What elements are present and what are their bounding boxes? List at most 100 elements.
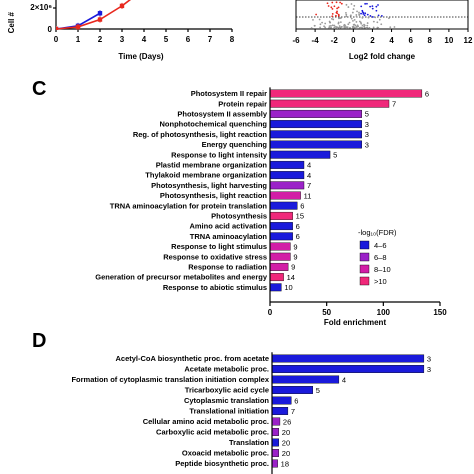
- bar-4: [269, 120, 363, 129]
- panel-b-point: [352, 19, 354, 22]
- panel-b-xtick-label: 4: [389, 36, 394, 45]
- panel-b-point: [360, 5, 363, 8]
- panel-b-point: [313, 24, 316, 27]
- panel-b-point: [355, 14, 358, 16]
- panel-c-bars: Photosystem II repair 6 Protein repair 7 Pho…: [95, 87, 429, 302]
- panel-b-point: [389, 26, 392, 29]
- bar-category-label: Tricarboxylic acid cycle: [185, 386, 269, 395]
- bar-8: [269, 160, 305, 169]
- panel-b-point: [363, 14, 366, 17]
- bar-7: [269, 150, 331, 159]
- bar-category-label: Reg. of photosynthesis, light reaction: [133, 130, 268, 139]
- panel-b-point: [338, 26, 341, 29]
- bar-count-label: 6: [296, 232, 300, 241]
- bar-count-label: 6: [294, 396, 298, 405]
- panel-b-xlabel: Log2 fold change: [349, 52, 416, 61]
- bar-count-label: 11: [304, 191, 312, 200]
- bar-category-label: Peptide biosynthetic proc.: [175, 459, 269, 468]
- panel-b-point: [358, 26, 361, 29]
- bar-3: [271, 375, 340, 384]
- panel-b-point: [364, 12, 367, 15]
- panel-b-point: [331, 15, 334, 18]
- panel-c-letter: C: [32, 78, 46, 100]
- panel-b-point: [349, 26, 351, 29]
- bar-count-label: 3: [427, 365, 431, 374]
- panel-a-series: [56, 0, 132, 30]
- bar-2: [269, 99, 390, 108]
- legend-label: 4–6: [374, 241, 387, 250]
- panel-a-point: [119, 3, 125, 9]
- panel-a-ylabel: Cell #: [7, 11, 16, 33]
- panel-b-point: [353, 26, 355, 29]
- panel-b-point: [372, 20, 375, 23]
- bar-15: [269, 232, 293, 241]
- panel-a-point: [97, 11, 103, 16]
- panel-b-point: [356, 24, 359, 27]
- panel-a-ytick-top: 2×10⁶: [30, 3, 52, 12]
- panel-b-point: [360, 26, 362, 29]
- panel-b-point: [336, 10, 338, 13]
- panel-b-point: [330, 18, 333, 20]
- bar-3: [269, 109, 363, 118]
- bar-category-label: Photosynthesis: [211, 212, 267, 221]
- panel-a-xtick-label: 4: [142, 35, 147, 44]
- bar-count-label: 14: [287, 273, 295, 282]
- panel-b-point: [344, 27, 346, 29]
- panel-b-point: [339, 1, 342, 4]
- bar-count-label: 6: [425, 89, 429, 98]
- bar-4: [271, 386, 313, 394]
- panel-b-xtick-label: 0: [351, 36, 356, 45]
- bar-count-label: 5: [333, 151, 337, 160]
- panel-b-point: [328, 25, 331, 27]
- bar-category-label: Acetyl-CoA biosynthetic proc. from aceta…: [115, 354, 269, 363]
- panel-b-frame: [295, 0, 469, 30]
- panel-b-point: [339, 17, 341, 20]
- panel-b-point: [371, 16, 374, 18]
- panel-a-xtick-label: 8: [230, 35, 235, 44]
- panel-a-xtick-label: 7: [208, 35, 213, 44]
- panel-d-letter: D: [32, 330, 46, 352]
- panel-a-xtick-label: 2: [98, 35, 103, 44]
- bar-count-label: 4: [307, 171, 311, 180]
- bar-count-label: 4: [307, 161, 311, 170]
- panel-b-point: [330, 6, 333, 9]
- bar-count-label: 5: [316, 386, 320, 395]
- bar-count-label: 4: [342, 375, 346, 384]
- panel-b-point: [328, 26, 331, 29]
- panel-c-xtick-label: 150: [433, 308, 447, 317]
- panel-b-point: [331, 24, 334, 27]
- panel-b-point: [355, 15, 358, 18]
- bar-category-label: Cytoplasmic translation: [184, 396, 269, 405]
- panel-c-xtick-label: 100: [377, 308, 391, 317]
- bar-8: [271, 428, 280, 436]
- panel-b-point: [375, 5, 378, 8]
- panel-b-point: [361, 16, 364, 19]
- panel-b-point: [330, 26, 332, 29]
- panel-b-point: [350, 17, 353, 20]
- panel-b-point: [318, 18, 321, 21]
- bar-count-label: 6: [296, 222, 300, 231]
- bar-count-label: 7: [291, 407, 295, 416]
- panel-b-point: [355, 21, 358, 23]
- panel-b-point: [366, 2, 368, 5]
- bar-count-label: 9: [291, 263, 295, 272]
- panel-b-point: [339, 21, 342, 23]
- panel-b-point: [361, 24, 364, 27]
- panel-b-point: [369, 15, 372, 17]
- bar-category-label: Photosystem II repair: [191, 89, 267, 98]
- bar-count-label: 20: [282, 449, 290, 458]
- panel-b-point: [319, 23, 322, 26]
- bar-count-label: 3: [365, 120, 369, 129]
- panel-b-point: [327, 5, 330, 7]
- bar-9: [271, 438, 280, 447]
- panel-b-xtick-label: 6: [408, 36, 413, 45]
- bar-count-label: 15: [296, 212, 304, 221]
- panel-b-point: [371, 7, 374, 10]
- bar-category-label: Translation: [229, 438, 269, 447]
- bar-category-label: Response to radiation: [188, 263, 267, 272]
- panel-b-point: [372, 26, 375, 29]
- bar-count-label: 18: [281, 459, 289, 468]
- panel-b-points: [310, 1, 396, 29]
- panel-b-point: [363, 24, 366, 27]
- panel-b-point: [388, 17, 390, 20]
